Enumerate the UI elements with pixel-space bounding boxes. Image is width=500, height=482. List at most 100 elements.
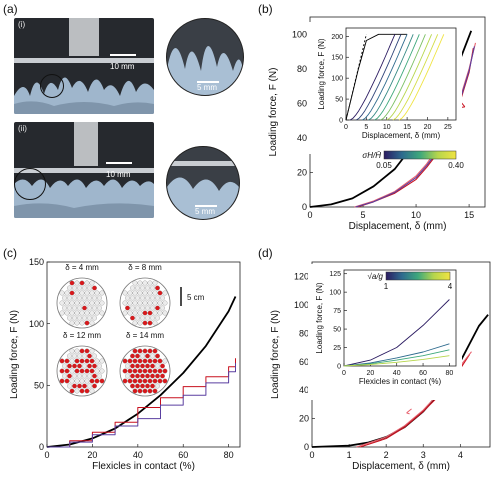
c-flexicle-cell	[66, 363, 72, 369]
c-flexicle-cell	[154, 285, 160, 291]
flexicles-illustration-ii	[14, 122, 154, 218]
b-colorbar	[383, 150, 457, 160]
c-flexicle-cell	[81, 363, 87, 369]
c-flexicle-cell	[142, 310, 148, 316]
c-y-tick-label: 0	[39, 442, 44, 452]
b-x-tick-label: 10	[411, 210, 421, 220]
c-flexicle-cell	[91, 363, 97, 369]
c-flexicle-cell	[86, 285, 92, 291]
d-inset-y-tick-label: 75	[333, 308, 341, 315]
c-flexicle-cell	[132, 368, 138, 374]
c-flexicle-cell	[84, 388, 90, 394]
b-x-tick-label: 15	[464, 210, 474, 220]
c-flexicle-cell	[74, 320, 80, 326]
c-flexicle-cell	[81, 315, 87, 321]
d-inset-x-tick-label: 20	[366, 370, 374, 377]
c-axes-frame	[46, 261, 241, 448]
d-x-tick-label: 4	[458, 450, 463, 460]
c-flexicle-cell	[74, 358, 80, 364]
b-inset-dashed-line	[345, 34, 367, 121]
c-flexicle-cell	[139, 363, 145, 369]
c-flexicle-cell	[74, 290, 80, 296]
c-flexicle-cell	[62, 305, 68, 311]
c-flexicle-cell	[66, 383, 72, 389]
b-inset-y-tick-label: 50	[335, 97, 343, 104]
c-flexicle-cell	[152, 290, 158, 296]
c-flexicle-cell	[89, 368, 95, 374]
c-flexicle-cell	[76, 363, 82, 369]
c-flexicle-cell	[99, 310, 105, 316]
b-inset-x-tick-label: 10	[383, 124, 391, 131]
c-flexicle-cell	[127, 310, 133, 316]
zoom-circle-i: 5 mm	[166, 18, 244, 96]
d-inset-series-line-2	[343, 349, 450, 367]
c-flexicle-cell	[162, 290, 168, 296]
c-flexicle-cell	[147, 348, 153, 354]
b-x-axis-label: Displacement, δ (mm)	[349, 221, 447, 232]
c-flexicle-cell	[66, 353, 72, 359]
c-flexicle-cell	[74, 310, 80, 316]
c-flexicle-cell	[69, 300, 75, 306]
c-flexicle-cell	[134, 363, 140, 369]
c-flexicle-cell	[147, 310, 153, 316]
c-flexicle-cell	[89, 388, 95, 394]
c-flexicle-cell	[147, 280, 153, 286]
c-flexicle-cell	[79, 280, 85, 286]
c-flexicle-cell	[142, 358, 148, 364]
c-flexicle-cell	[149, 285, 155, 291]
c-flexicle-cell	[84, 358, 90, 364]
c-flexicle-cell	[129, 363, 135, 369]
c-flexicle-cell	[134, 353, 140, 359]
c-flexicle-cell	[94, 290, 100, 296]
c-flexicle-cell	[137, 378, 143, 384]
c-flexicle-cell	[84, 348, 90, 354]
b-inset-y-tick-label: 150	[331, 55, 343, 62]
d-colorbar	[385, 271, 451, 281]
c-flexicle-cell	[127, 358, 133, 364]
c-flexicle-cell	[132, 388, 138, 394]
b-inset-curve-1	[355, 34, 402, 121]
c-flexicle-cell	[89, 358, 95, 364]
c-flexicle-cell	[137, 290, 143, 296]
c-flexicle-cell	[94, 368, 100, 374]
c-series-line-2	[47, 363, 236, 448]
c-y-axis-label: Loading force, F (N)	[9, 310, 20, 399]
c-flexicle-cell	[69, 320, 75, 326]
c-x-tick-label: 60	[178, 450, 188, 460]
c-flexicle-cell	[76, 353, 82, 359]
c-contact-map-3	[119, 345, 171, 397]
c-flexicle-cell	[96, 373, 102, 379]
c-flexicle-cell	[71, 285, 77, 291]
c-flexicle-cell	[62, 295, 68, 301]
c-flexicle-cell	[137, 310, 143, 316]
c-x-tick-label: 40	[133, 450, 143, 460]
d-x-tick-label: 2	[384, 450, 389, 460]
c-flexicle-cell	[96, 295, 102, 301]
c-flexicle-cell	[152, 280, 158, 286]
c-flexicle-cell	[137, 300, 143, 306]
b-inset-y-tick-label: 200	[331, 34, 343, 41]
c-flexicle-cell	[66, 305, 72, 311]
c-flexicle-cell	[84, 378, 90, 384]
c-flexicle-cell	[69, 378, 75, 384]
d-x-axis-label: Displacement, δ (mm)	[352, 461, 450, 472]
c-flexicle-cell	[91, 383, 97, 389]
c-flexicle-cell	[139, 373, 145, 379]
c-flexicle-cell	[162, 300, 168, 306]
c-flexicle-cell	[132, 310, 138, 316]
b-colorbar-max-label: 0.40	[448, 161, 464, 170]
c-series-line-0	[46, 296, 237, 448]
c-flexicle-cell	[134, 295, 140, 301]
b-inset-y-axis-label: Loading force, F (N)	[317, 38, 326, 109]
c-y-tick-label: 50	[34, 380, 44, 390]
c-contact-map-1	[119, 277, 171, 329]
c-flexicle-cell	[89, 320, 95, 326]
c-flexicle-cell	[159, 295, 165, 301]
c-flexicle-cell	[132, 348, 138, 354]
d-inset-x-tick-label: 80	[446, 370, 454, 377]
c-flexicle-cell	[129, 285, 135, 291]
c-flexicle-cell	[89, 348, 95, 354]
c-flexicle-cell	[157, 378, 163, 384]
c-flexicle-cell	[71, 305, 77, 311]
d-y-axis-label: Loading force, F (N)	[270, 310, 281, 399]
